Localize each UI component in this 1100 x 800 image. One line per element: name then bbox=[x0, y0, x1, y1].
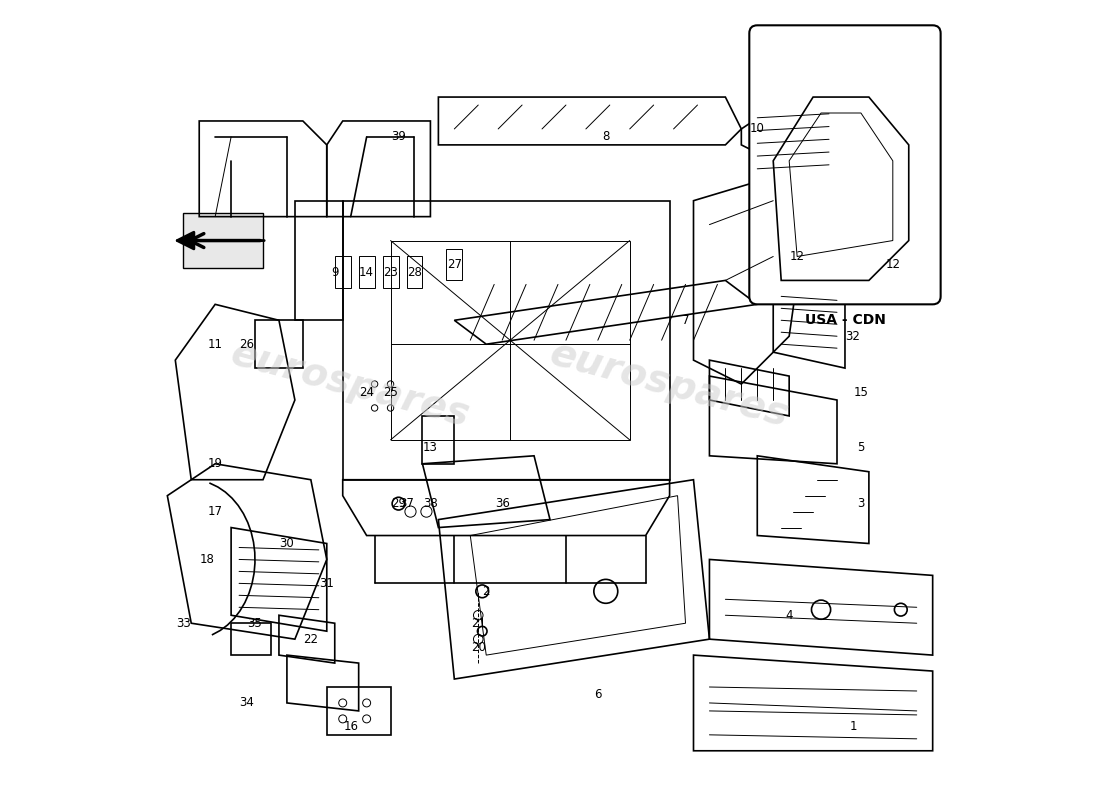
Text: 4: 4 bbox=[785, 609, 793, 622]
Text: 15: 15 bbox=[854, 386, 868, 398]
Text: 33: 33 bbox=[176, 617, 190, 630]
Text: 13: 13 bbox=[424, 442, 438, 454]
Text: eurospares: eurospares bbox=[227, 334, 474, 434]
Text: 7: 7 bbox=[682, 314, 690, 326]
Text: 28: 28 bbox=[407, 266, 422, 279]
Text: 21: 21 bbox=[471, 617, 486, 630]
Text: 31: 31 bbox=[319, 577, 334, 590]
Text: 30: 30 bbox=[279, 537, 295, 550]
Text: 24: 24 bbox=[359, 386, 374, 398]
Text: 39: 39 bbox=[392, 130, 406, 143]
Text: 11: 11 bbox=[208, 338, 222, 350]
Text: 10: 10 bbox=[750, 122, 764, 135]
Polygon shape bbox=[184, 213, 263, 269]
Text: 14: 14 bbox=[359, 266, 374, 279]
Text: 34: 34 bbox=[240, 697, 254, 710]
Text: USA - CDN: USA - CDN bbox=[804, 314, 886, 327]
Text: 38: 38 bbox=[424, 497, 438, 510]
FancyBboxPatch shape bbox=[749, 26, 940, 304]
Text: 22: 22 bbox=[304, 633, 318, 646]
Bar bbox=[383, 257, 398, 288]
Text: 5: 5 bbox=[857, 442, 865, 454]
Text: 8: 8 bbox=[602, 130, 609, 143]
Text: 3: 3 bbox=[857, 497, 865, 510]
Text: 19: 19 bbox=[208, 458, 222, 470]
Text: 1: 1 bbox=[849, 720, 857, 734]
Text: 29: 29 bbox=[390, 497, 406, 510]
Text: eurospares: eurospares bbox=[546, 334, 793, 434]
Text: 23: 23 bbox=[383, 266, 398, 279]
Text: 27: 27 bbox=[447, 258, 462, 271]
Text: 6: 6 bbox=[594, 689, 602, 702]
Bar bbox=[447, 249, 462, 281]
Text: 25: 25 bbox=[383, 386, 398, 398]
Text: 35: 35 bbox=[248, 617, 263, 630]
Text: 2: 2 bbox=[483, 585, 490, 598]
Bar bbox=[407, 257, 422, 288]
Bar bbox=[334, 257, 351, 288]
Text: 16: 16 bbox=[343, 720, 359, 734]
Text: 12: 12 bbox=[886, 258, 900, 271]
Text: 36: 36 bbox=[495, 497, 509, 510]
Text: 32: 32 bbox=[846, 330, 860, 342]
Text: 17: 17 bbox=[208, 505, 222, 518]
Text: 12: 12 bbox=[790, 250, 804, 263]
Text: 9: 9 bbox=[331, 266, 339, 279]
Text: 20: 20 bbox=[471, 641, 486, 654]
Text: 37: 37 bbox=[399, 497, 414, 510]
Text: 18: 18 bbox=[200, 553, 214, 566]
Text: 26: 26 bbox=[240, 338, 254, 350]
Bar bbox=[359, 257, 375, 288]
